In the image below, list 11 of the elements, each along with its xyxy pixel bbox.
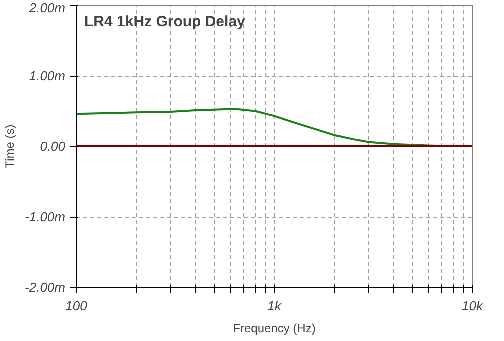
y-tick-label: -1.00m [25,210,66,224]
x-tick-label: 1k [268,298,283,314]
y-tick-label: 1.00m [29,68,66,84]
y-tick-label: 2.00m [28,0,66,16]
x-tick-label: 100 [66,298,88,314]
y-axis-title: Time (s) [3,124,18,168]
x-tick-label: 10k [462,298,484,314]
text: LR4 1kHz Group Delay [84,14,246,30]
x-axis-title: Frequency (Hz) [233,322,316,336]
y-tick-label: -2.00m [25,280,66,295]
y-tick-label: 0.00 [40,139,66,154]
